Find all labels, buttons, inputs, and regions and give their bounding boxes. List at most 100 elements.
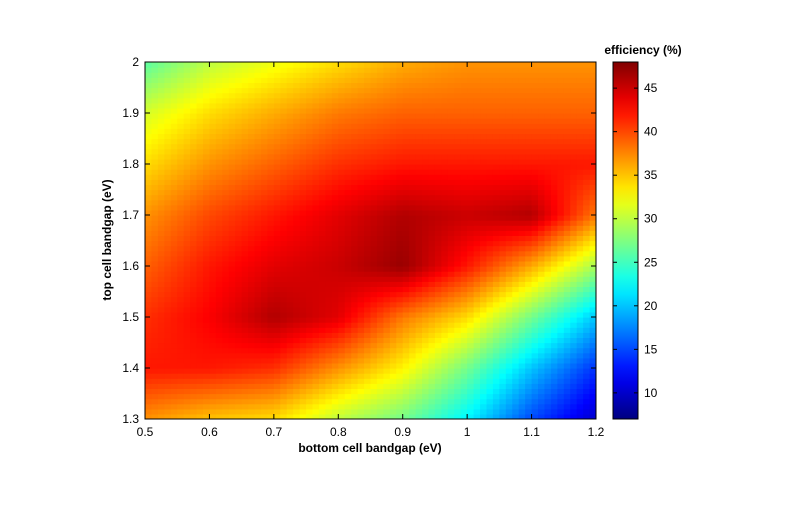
heatmap-cell: [428, 260, 436, 267]
heatmap-cell: [351, 128, 359, 134]
heatmap-cell: [331, 199, 339, 206]
heatmap-cell: [286, 408, 294, 415]
heatmap-cell: [222, 332, 230, 338]
heatmap-cell: [544, 347, 552, 354]
heatmap-cell: [273, 408, 281, 415]
heatmap-cell: [422, 118, 430, 124]
heatmap-cell: [480, 373, 488, 379]
heatmap-cell: [486, 123, 494, 129]
heatmap-cell: [235, 215, 243, 221]
heatmap-cell: [486, 194, 494, 201]
heatmap-cell: [338, 204, 346, 211]
heatmap-cell: [267, 383, 275, 389]
heatmap-cell: [589, 153, 596, 160]
heatmap-cell: [325, 357, 333, 364]
heatmap-cell: [550, 199, 558, 206]
heatmap-cell: [202, 133, 211, 140]
heatmap-cell: [370, 220, 378, 226]
heatmap-cell: [183, 189, 191, 196]
heatmap-cell: [434, 220, 442, 226]
heatmap-cell: [544, 357, 552, 364]
heatmap-cell: [544, 118, 552, 124]
heatmap-cell: [170, 123, 178, 129]
heatmap-cell: [383, 357, 391, 364]
heatmap-cell: [312, 352, 320, 359]
heatmap-cell: [357, 138, 365, 145]
heatmap-cell: [492, 378, 500, 384]
heatmap-cell: [183, 240, 191, 247]
heatmap-cell: [364, 204, 372, 211]
heatmap-cell: [454, 398, 462, 405]
heatmap-cell: [293, 194, 301, 201]
heatmap-cell: [389, 347, 397, 354]
heatmap-cell: [525, 97, 533, 104]
heatmap-cell: [357, 322, 365, 328]
heatmap-cell: [402, 67, 410, 73]
heatmap-cell: [525, 403, 533, 410]
heatmap-cell: [318, 77, 326, 83]
heatmap-cell: [454, 164, 462, 170]
heatmap-cell: [260, 113, 269, 119]
heatmap-cell: [351, 352, 359, 359]
heatmap-cell: [338, 194, 346, 201]
heatmap-cell: [306, 266, 314, 272]
heatmap-cell: [235, 291, 243, 298]
heatmap-cell: [248, 322, 256, 328]
heatmap-cell: [177, 413, 185, 419]
heatmap-cell: [228, 327, 236, 333]
heatmap-cell: [151, 153, 159, 160]
heatmap-cell: [512, 373, 520, 379]
heatmap-cell: [344, 143, 352, 150]
heatmap-cell: [447, 82, 455, 89]
heatmap-cell: [177, 220, 185, 226]
heatmap-cell: [525, 107, 533, 114]
heatmap-cell: [357, 143, 365, 150]
heatmap-cell: [344, 327, 352, 333]
heatmap-cell: [145, 286, 153, 293]
heatmap-cell: [473, 388, 481, 395]
heatmap-cell: [557, 306, 565, 313]
heatmap-cell: [376, 306, 384, 313]
heatmap-cell: [518, 255, 526, 262]
heatmap-cell: [312, 388, 320, 395]
heatmap-cell: [550, 388, 558, 395]
heatmap-cell: [222, 347, 230, 354]
heatmap-cell: [370, 281, 378, 287]
heatmap-cell: [209, 291, 217, 298]
heatmap-cell: [531, 230, 539, 236]
heatmap-cell: [338, 276, 346, 282]
heatmap-cell: [492, 194, 500, 201]
heatmap-cell: [151, 158, 159, 165]
heatmap-cell: [454, 240, 462, 247]
heatmap-cell: [447, 306, 455, 313]
heatmap-cell: [409, 77, 417, 83]
heatmap-cell: [318, 164, 326, 170]
heatmap-cell: [402, 317, 410, 323]
heatmap-cell: [228, 92, 236, 99]
heatmap-cell: [570, 148, 578, 155]
heatmap-cell: [480, 306, 488, 313]
heatmap-cell: [306, 260, 314, 267]
heatmap-cell: [273, 184, 281, 191]
heatmap-cell: [538, 317, 546, 323]
heatmap-cell: [260, 250, 269, 257]
heatmap-cell: [563, 133, 571, 140]
heatmap-cell: [492, 107, 500, 114]
heatmap-cell: [557, 225, 565, 231]
heatmap-cell: [338, 383, 346, 389]
heatmap-cell: [357, 266, 365, 272]
heatmap-cell: [215, 143, 223, 150]
heatmap-cell: [538, 194, 546, 201]
heatmap-cell: [177, 301, 185, 308]
heatmap-cell: [454, 113, 462, 119]
heatmap-cell: [492, 184, 500, 191]
heatmap-cell: [202, 230, 211, 236]
heatmap-cell: [177, 133, 185, 140]
heatmap-cell: [306, 240, 314, 247]
heatmap-cell: [196, 123, 204, 129]
heatmap-cell: [241, 403, 249, 410]
heatmap-cell: [396, 322, 404, 328]
heatmap-cell: [550, 67, 558, 73]
heatmap-cell: [254, 215, 262, 221]
heatmap-cell: [183, 133, 191, 140]
